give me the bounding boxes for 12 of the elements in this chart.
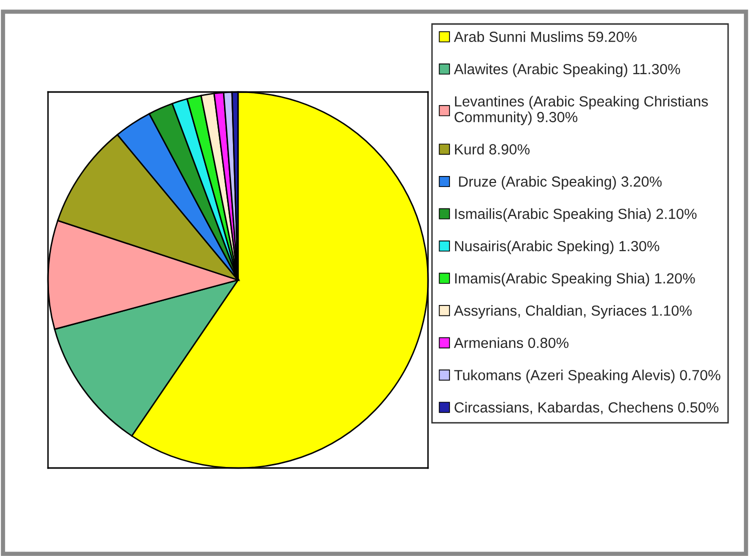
legend-label: Circassians, Kabardas, Chechens 0.50% [454, 402, 718, 414]
legend-label: Armenians 0.80% [454, 337, 568, 348]
legend-label: Arab Sunni Muslims 59.20% [454, 31, 637, 42]
legend-label: Alawites (Arabic Speaking) 11.30% [454, 64, 680, 78]
legend-label: Kurd 8.90% [455, 144, 530, 154]
legend-label: Ismailis(Arabic Speaking Shia) 2.10% [455, 208, 697, 222]
legend-label: Tukomans (Azeri Speaking Alevis) 0.70% [454, 370, 720, 384]
legend-label: Assyrians, Chaldian, Syriaces 1.10% [454, 305, 692, 319]
legend-label: Imamis(Arabic Speaking Shia) 1.20% [455, 272, 695, 286]
legend-label: Levantines (Arabic Speaking Christians Community) 9.30% [454, 96, 708, 126]
legend-label: Nusairis(Arabic Speking) 1.30% [455, 240, 660, 254]
legend-label: Druze (Arabic Speaking) 3.20% [459, 176, 662, 190]
